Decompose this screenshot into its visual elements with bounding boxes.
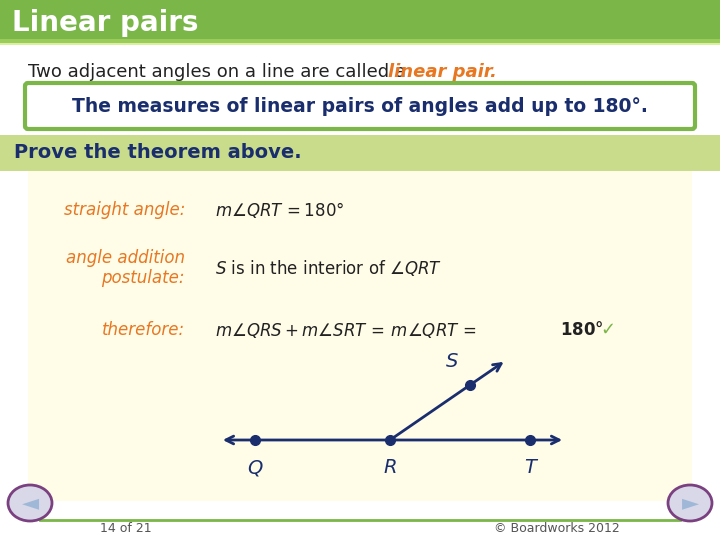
- Text: Q: Q: [247, 458, 263, 477]
- Bar: [0, 43, 720, 45]
- Text: $m\angle QRT\/ = 180°$: $m\angle QRT\/ = 180°$: [215, 200, 344, 220]
- Text: postulate:: postulate:: [102, 269, 185, 287]
- Text: Two adjacent angles on a line are called a: Two adjacent angles on a line are called…: [28, 63, 412, 81]
- Text: R: R: [383, 458, 397, 477]
- Bar: [0, 39, 720, 45]
- Text: Linear pairs: Linear pairs: [12, 9, 199, 37]
- Bar: [28, 171, 692, 501]
- Text: ►: ►: [681, 493, 698, 513]
- Text: 14 of 21: 14 of 21: [100, 523, 152, 536]
- Text: $S$ is in the interior of $\angle QRT$: $S$ is in the interior of $\angle QRT$: [215, 258, 442, 278]
- Text: angle addition: angle addition: [66, 249, 185, 267]
- Text: ◄: ◄: [22, 493, 39, 513]
- Ellipse shape: [8, 485, 52, 521]
- Text: The measures of linear pairs of angles add up to 180°.: The measures of linear pairs of angles a…: [72, 97, 648, 116]
- Bar: [0, 135, 720, 171]
- Text: linear pair.: linear pair.: [388, 63, 497, 81]
- Text: therefore:: therefore:: [102, 321, 185, 339]
- Bar: [0, 0, 720, 45]
- Text: Prove the theorem above.: Prove the theorem above.: [14, 144, 302, 163]
- Ellipse shape: [668, 485, 712, 521]
- FancyBboxPatch shape: [25, 83, 695, 129]
- Text: straight angle:: straight angle:: [63, 201, 185, 219]
- Bar: [0, 517, 720, 540]
- Text: T: T: [524, 458, 536, 477]
- Text: ✓: ✓: [600, 321, 615, 339]
- Text: S: S: [446, 352, 458, 371]
- Text: $\mathbf{180°}$: $\mathbf{180°}$: [560, 321, 603, 339]
- Text: © Boardworks 2012: © Boardworks 2012: [494, 523, 620, 536]
- Text: $m\angle QRS + m\angle SRT\/ =\/ m\angle QRT\/ =$: $m\angle QRS + m\angle SRT\/ =\/ m\angle…: [215, 321, 477, 340]
